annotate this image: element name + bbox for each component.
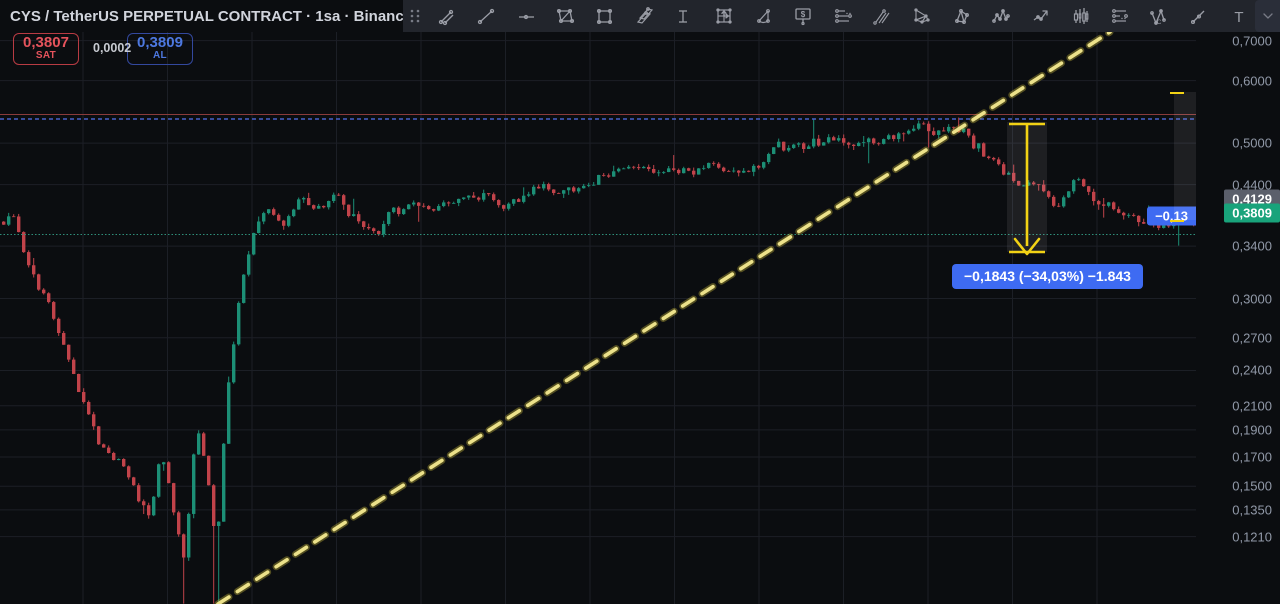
svg-text:$: $ [801,10,806,19]
svg-text:T: T [1234,9,1243,26]
